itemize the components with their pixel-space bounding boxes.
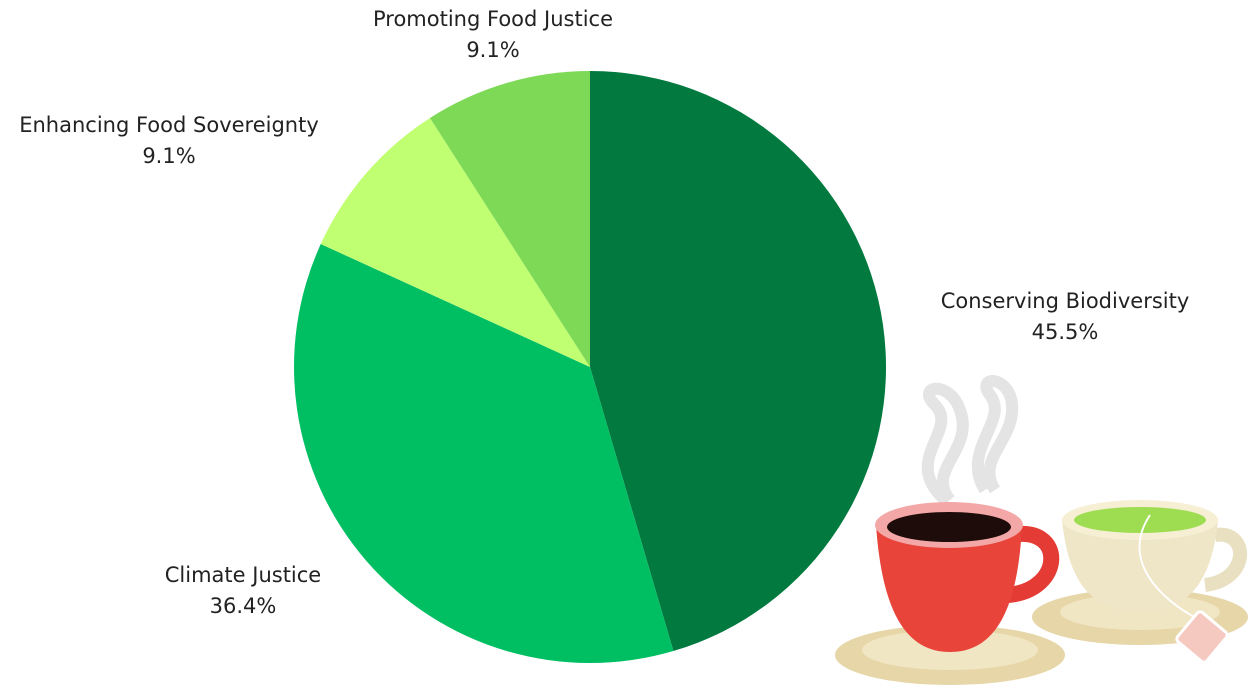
cup bbox=[876, 525, 1022, 652]
slice-label: Climate Justice bbox=[165, 563, 321, 587]
pie-slice bbox=[590, 71, 887, 652]
slice-label: Conserving Biodiversity bbox=[941, 289, 1190, 313]
tea-bag bbox=[1175, 610, 1229, 664]
cup-handle bbox=[1203, 527, 1247, 592]
coffee bbox=[887, 512, 1011, 542]
label-group: Conserving Biodiversity 45.5% bbox=[941, 289, 1190, 344]
steam bbox=[921, 382, 969, 505]
slice-value-label: 9.1% bbox=[142, 144, 195, 168]
cup-handle bbox=[1006, 525, 1060, 603]
tea bbox=[1074, 507, 1206, 533]
slice-value-label: 36.4% bbox=[210, 594, 277, 618]
pie bbox=[293, 71, 887, 663]
slice-label: Enhancing Food Sovereignty bbox=[19, 113, 319, 137]
label-group: Enhancing Food Sovereignty 9.1% bbox=[19, 113, 319, 168]
label-group: Promoting Food Justice 9.1% bbox=[373, 7, 613, 62]
slice-label: Promoting Food Justice bbox=[373, 7, 613, 31]
pie-slice bbox=[429, 71, 590, 367]
cup bbox=[1062, 520, 1218, 612]
pie-slice bbox=[320, 117, 590, 367]
steam bbox=[972, 375, 1019, 494]
label-group: Climate Justice 36.4% bbox=[165, 563, 321, 618]
tea-cups-illustration bbox=[835, 375, 1248, 685]
pie-slice bbox=[293, 244, 674, 663]
slice-value-label: 9.1% bbox=[466, 38, 519, 62]
slice-value-label: 45.5% bbox=[1032, 320, 1099, 344]
tea-bag-string bbox=[1138, 514, 1201, 621]
